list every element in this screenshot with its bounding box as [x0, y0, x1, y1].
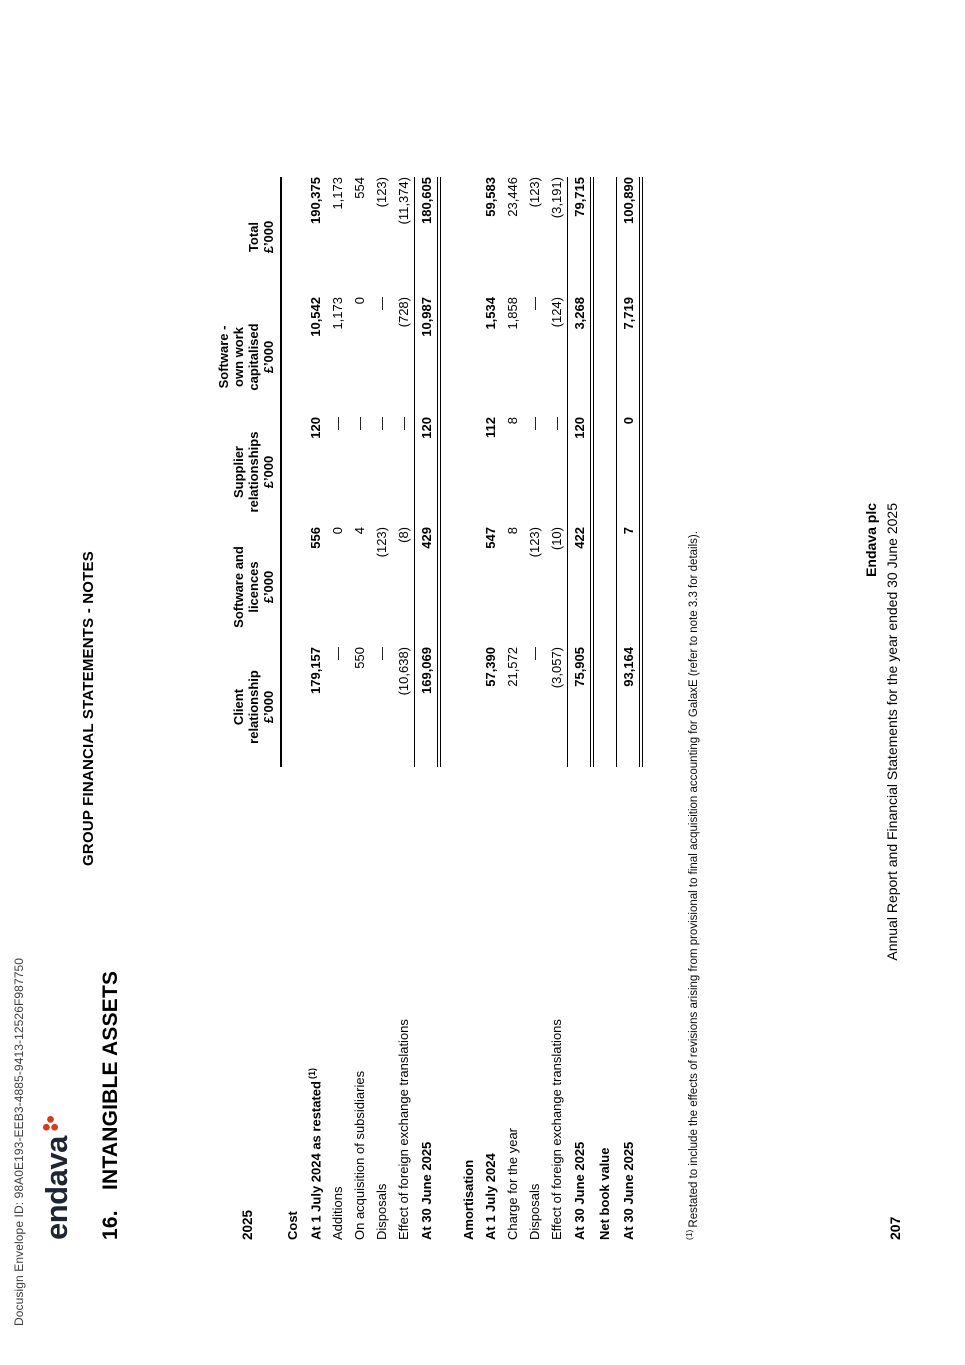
- table-row-at-1-july-2024-restated: At 1 July 2024 as restated(1) 179,157 55…: [306, 177, 324, 1240]
- docusign-envelope-stamp: Docusign Envelope ID: 98A0E193-EEB3-4885…: [12, 957, 26, 1326]
- table-row-fx-amort: Effect of foreign exchange translations …: [548, 177, 564, 1240]
- footnote: (1)Restated to include the effects of re…: [684, 531, 700, 1240]
- section-number: 16.: [99, 1210, 122, 1240]
- table-row-cost-total: At 30 June 2025 169,069 429 120 10,987 1…: [414, 177, 439, 1240]
- footer-company: Endava plc: [863, 503, 879, 577]
- table-row-additions: Additions — 0 — 1,173 1,173: [329, 177, 345, 1240]
- footnote-text: Restated to include the effects of revis…: [687, 531, 700, 1228]
- table-row-fx-cost: Effect of foreign exchange translations …: [395, 177, 411, 1240]
- col-header-software-own-work: Software - own work capitalised £’000: [216, 297, 281, 417]
- table-row-nbv-total: At 30 June 2025 93,164 7 0 7,719 100,890: [616, 177, 641, 1240]
- endava-logo: endava: [39, 1115, 74, 1240]
- table-row-disposals-cost: Disposals — (123) — — (123): [373, 177, 389, 1240]
- table-row-net-book-value: Net book value: [596, 1147, 612, 1240]
- table-row-cost: Cost: [285, 1211, 300, 1240]
- table-row-disposals-amort: Disposals — (123) — — (123): [526, 177, 542, 1240]
- table-row-amortisation: Amortisation: [460, 1159, 476, 1240]
- table-row-charge: Charge for the year 21,572 8 8 1,858 23,…: [504, 177, 520, 1240]
- footnote-marker: (1): [306, 1068, 317, 1080]
- page-number: 207: [887, 1216, 903, 1240]
- table-row-at-1-july-2024: At 1 July 2024 57,390 547 112 1,534 59,5…: [482, 177, 498, 1240]
- col-header-supplier-relationships: Supplier relationships £’000: [216, 417, 281, 527]
- section-title: 16. INTANGIBLE ASSETS: [99, 971, 123, 1240]
- spacer-row: [439, 177, 457, 1240]
- col-header-client-relationship: Client relationship £’000: [216, 647, 281, 767]
- intangible-assets-table: 2025 Client relationship £’000 Software …: [216, 177, 643, 1240]
- table-row-on-acquisition: On acquisition of subsidiaries 550 4 — 0…: [351, 177, 367, 1240]
- col-header-total: Total £’000: [216, 177, 281, 297]
- year-header: 2025: [240, 1209, 255, 1240]
- table-row-amort-total: At 30 June 2025 75,905 422 120 3,268 79,…: [567, 177, 592, 1240]
- footnote-ref: (1): [684, 1229, 694, 1240]
- page-header: GROUP FINANCIAL STATEMENTS - NOTES: [80, 551, 97, 866]
- endava-brand-mark-icon: [42, 1115, 64, 1132]
- col-header-software-licences: Software and licences £’000: [216, 527, 281, 647]
- table-header-row: 2025 Client relationship £’000 Software …: [216, 177, 281, 1240]
- endava-wordmark: endava: [39, 1136, 74, 1240]
- section-title-text: INTANGIBLE ASSETS: [99, 970, 122, 1190]
